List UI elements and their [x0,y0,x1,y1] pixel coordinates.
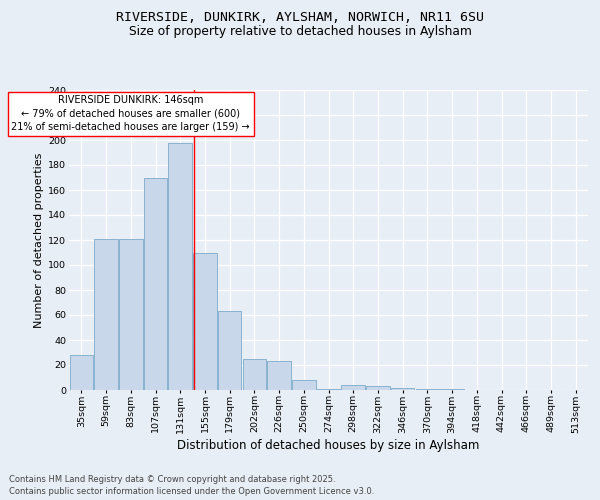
Bar [268,361,291,390]
Text: Size of property relative to detached houses in Aylsham: Size of property relative to detached ho… [128,25,472,38]
Bar [317,389,340,390]
Bar [144,178,167,390]
Bar [193,252,217,390]
X-axis label: Distribution of detached houses by size in Aylsham: Distribution of detached houses by size … [178,440,479,452]
Y-axis label: Number of detached properties: Number of detached properties [34,152,44,328]
Bar [391,388,415,390]
Bar [119,239,143,390]
Bar [341,385,365,390]
Bar [242,359,266,390]
Text: RIVERSIDE, DUNKIRK, AYLSHAM, NORWICH, NR11 6SU: RIVERSIDE, DUNKIRK, AYLSHAM, NORWICH, NR… [116,11,484,24]
Bar [218,311,241,390]
Bar [169,142,192,390]
Bar [366,386,389,390]
Bar [440,389,464,390]
Bar [70,355,93,390]
Text: RIVERSIDE DUNKIRK: 146sqm
← 79% of detached houses are smaller (600)
21% of semi: RIVERSIDE DUNKIRK: 146sqm ← 79% of detac… [11,95,250,132]
Bar [416,389,439,390]
Bar [292,380,316,390]
Bar [94,239,118,390]
Text: Contains HM Land Registry data © Crown copyright and database right 2025.
Contai: Contains HM Land Registry data © Crown c… [9,475,374,496]
